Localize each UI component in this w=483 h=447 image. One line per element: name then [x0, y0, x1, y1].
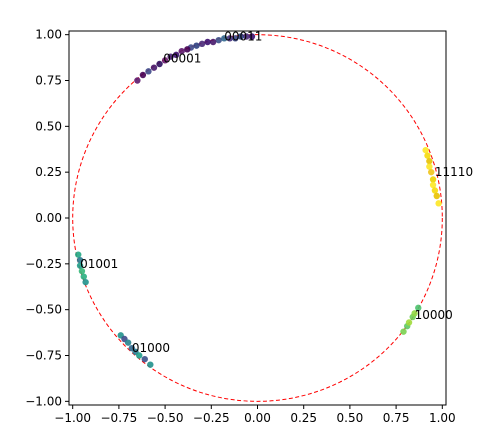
data-point: [422, 146, 429, 154]
data-point: [198, 40, 206, 48]
x-tick-label: −1.00: [54, 411, 91, 425]
data-point: [426, 163, 433, 170]
point-label-00001: 00001: [163, 52, 201, 66]
x-tick-label: −0.50: [147, 411, 184, 425]
data-point: [78, 267, 86, 275]
y-tick-label: 0.75: [35, 74, 62, 88]
data-point: [161, 57, 169, 64]
data-point: [76, 262, 84, 269]
data-point: [204, 38, 211, 46]
y-tick-label: −0.75: [25, 349, 62, 363]
data-point: [221, 35, 228, 42]
data-point: [156, 60, 163, 68]
x-tick-label: −0.75: [101, 411, 138, 425]
data-point: [124, 339, 132, 346]
y-tick-label: 1.00: [35, 28, 62, 42]
data-point: [147, 361, 154, 368]
x-tick-label: 0.50: [337, 411, 364, 425]
unit-circle-layer: [72, 34, 443, 402]
data-point: [139, 71, 147, 79]
plot-frame: [68, 30, 447, 406]
y-tick-label: −0.50: [25, 303, 62, 317]
y-tick-label: −0.25: [25, 257, 62, 271]
y-tick-label: 0.00: [35, 211, 62, 225]
data-point: [415, 304, 422, 312]
data-point: [405, 319, 413, 326]
x-tick-label: 0.25: [290, 411, 317, 425]
data-point: [215, 36, 222, 44]
y-tick-label: −1.00: [25, 394, 62, 408]
data-point: [400, 328, 407, 335]
data-point: [150, 64, 158, 71]
y-axis: 1.00 0.75 0.50 0.25 0.00 −0.25 −0.50 −0.75 −1.00: [25, 28, 69, 408]
data-point: [232, 35, 239, 42]
data-point: [134, 77, 141, 84]
data-point: [226, 35, 233, 42]
data-point: [426, 157, 433, 165]
point-labels-layer: 00011 00001 11110 10000 01001 01000: [80, 30, 473, 356]
data-point: [243, 33, 250, 40]
x-tick-label: 0.75: [383, 411, 410, 425]
data-point: [167, 53, 174, 60]
data-point: [193, 42, 200, 49]
data-point: [178, 47, 185, 55]
y-tick-label: 0.25: [35, 165, 62, 179]
data-point: [237, 33, 245, 40]
data-point: [424, 152, 431, 159]
data-point: [431, 187, 439, 194]
data-point: [429, 176, 437, 183]
data-point: [411, 310, 418, 317]
data-point: [428, 168, 435, 176]
point-label-11110: 11110: [435, 165, 473, 179]
data-point: [184, 46, 191, 53]
data-point: [145, 68, 152, 75]
point-label-10000: 10000: [415, 308, 453, 322]
data-point: [76, 256, 84, 264]
x-tick-label: 1.00: [429, 411, 456, 425]
data-point: [141, 355, 148, 363]
point-label-00011: 00011: [224, 30, 262, 44]
data-point: [429, 181, 437, 189]
data-point: [75, 251, 82, 258]
data-point: [248, 33, 256, 40]
y-tick-label: 0.50: [35, 119, 62, 133]
data-point: [209, 38, 217, 46]
data-point: [433, 192, 440, 200]
x-axis: −1.00 −0.75 −0.50 −0.25 0.00 0.25 0.50 0.75 1.00: [54, 405, 456, 425]
x-tick-label: 0.00: [244, 411, 271, 425]
x-tick-label: −0.25: [193, 411, 230, 425]
points-layer: [75, 33, 442, 368]
data-point: [80, 273, 87, 280]
data-point: [172, 51, 180, 59]
data-point: [136, 352, 143, 359]
data-point: [435, 200, 442, 207]
point-label-01000: 01000: [132, 341, 170, 355]
data-point: [82, 278, 89, 286]
unit-circle: [72, 34, 443, 402]
point-label-01001: 01001: [80, 257, 118, 271]
